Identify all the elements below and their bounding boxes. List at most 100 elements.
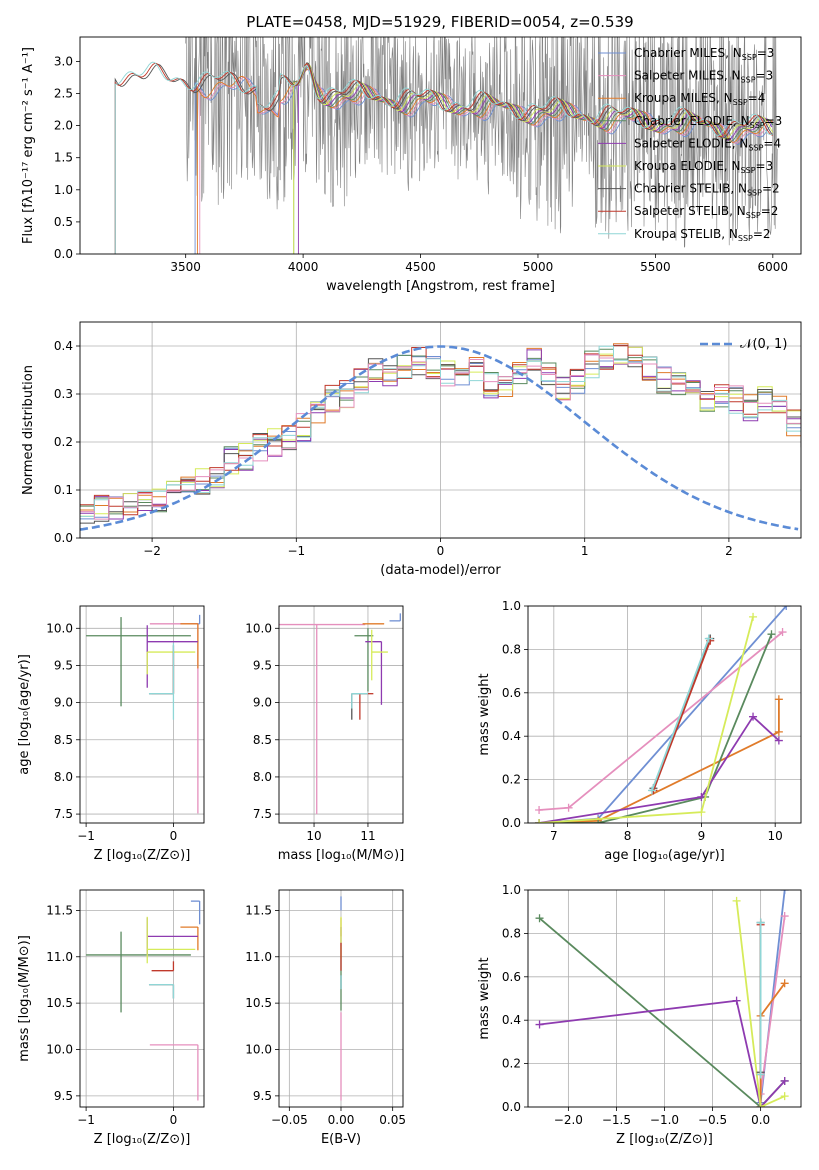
mass-vs-Z-xlabel: Z [log₁₀(Z/Z⊙)] [94, 1132, 191, 1147]
y-tick-label: 9.5 [253, 658, 272, 672]
mass-vs-EBV-frame [278, 889, 404, 1108]
weight-line-8 [652, 640, 712, 791]
x-tick-label: 0.00 [328, 1113, 355, 1127]
x-tick-label: −1 [77, 1113, 95, 1127]
model-line-6 [293, 62, 774, 254]
spectrum-axes [76, 60, 774, 258]
histogram-8 [80, 345, 801, 516]
x-tick-label: 4500 [405, 260, 436, 274]
y-tick-label: 9.5 [253, 1089, 272, 1103]
weight-marker-6 [756, 1103, 765, 1107]
age-vs-mass-frame [278, 605, 404, 824]
y-tick-label: 0.0 [502, 1100, 521, 1114]
weight-vs-Z-plot-area [535, 890, 789, 1107]
x-tick-label: 5500 [640, 260, 671, 274]
normal-curve [80, 345, 799, 531]
y-tick-label: 0.8 [502, 642, 521, 656]
weight-vs-age-ylabel: mass weight [477, 673, 492, 755]
mass-vs-Z-ylabel: mass [log₁₀(M/M⊙)] [17, 935, 32, 1062]
y-tick-label: 11.0 [245, 950, 272, 964]
age-vs-Z-frame [79, 605, 205, 824]
y-tick-label: 11.0 [46, 950, 73, 964]
y-tick-label: 0.2 [502, 1057, 521, 1071]
weight-line-5 [539, 999, 786, 1107]
y-tick-label: 11.5 [245, 903, 272, 917]
weight-marker-4 [767, 630, 776, 639]
weight-marker-3 [780, 979, 789, 988]
histogram-1 [80, 354, 801, 520]
y-tick-label: 8.0 [54, 770, 73, 784]
weight-line-6 [539, 616, 754, 823]
y-tick-label: 0.8 [502, 926, 521, 940]
weight-marker-3 [774, 727, 783, 736]
y-tick-label: 7.5 [54, 807, 73, 821]
histogram-6 [80, 346, 801, 517]
weight-vs-age-frame [527, 605, 802, 824]
spectrum-plot-area [114, 37, 778, 254]
weight-marker-6 [780, 1092, 789, 1101]
y-tick-label: 0.3 [54, 387, 73, 401]
y-tick-label: 0.1 [54, 483, 73, 497]
residuals-xlabel: (data-model)/error [380, 563, 501, 578]
weight-marker-5 [697, 792, 706, 801]
weight-marker-5 [732, 996, 741, 1005]
weight-marker-4 [535, 914, 544, 923]
mass-vs-Z-frame [79, 889, 205, 1108]
age-vs-Z-ylabel: age [log₁₀(age/yr)] [17, 654, 32, 775]
legend-label-3: Kroupa MILES, NSSP=4 [634, 91, 765, 107]
y-tick-label: 8.0 [253, 770, 272, 784]
y-tick-label: 1.5 [54, 151, 73, 165]
observed-spectrum [185, 37, 778, 248]
spectrum-ylabel: Flux [fλ10⁻¹⁷ erg cm⁻² s⁻¹ A⁻¹] [21, 47, 36, 244]
weight-marker-3 [774, 695, 783, 704]
legend-label-normal: 𝒩(0, 1) [740, 337, 787, 352]
x-tick-label: 3500 [170, 260, 201, 274]
y-tick-label: 0.2 [502, 773, 521, 787]
y-tick-label: 1.0 [502, 599, 521, 613]
y-tick-label: 0.6 [502, 686, 521, 700]
weight-marker-9 [647, 786, 656, 795]
legend-label-7: Chabrier STELIB, NSSP=2 [634, 182, 780, 198]
x-tick-label: −1 [77, 829, 95, 843]
weight-marker-2 [780, 912, 789, 921]
x-tick-label: −0.5 [698, 1113, 727, 1127]
x-tick-label: 0 [170, 1113, 178, 1127]
weight-marker-5 [535, 1020, 544, 1029]
age-vs-Z-axes [76, 606, 204, 827]
weight-line-4 [538, 917, 786, 1107]
model-line-2 [199, 69, 773, 254]
weight-vs-Z-frame [527, 889, 802, 1108]
histogram-9 [80, 345, 801, 517]
x-tick-label: 8 [624, 829, 632, 843]
legend-label-1: Chabrier MILES, NSSP=3 [634, 46, 774, 62]
legend-label-2: Salpeter MILES, NSSP=3 [634, 69, 773, 85]
weight-vs-Z-ylabel: mass weight [477, 957, 492, 1039]
x-tick-label: 0 [170, 829, 178, 843]
x-tick-label: 5000 [523, 260, 554, 274]
y-tick-label: 10.0 [245, 621, 272, 635]
x-tick-label: −1 [287, 544, 305, 558]
y-tick-label: 7.5 [253, 807, 272, 821]
mass-vs-Z-axes [76, 890, 204, 1111]
x-tick-label: 10 [306, 829, 321, 843]
y-tick-label: 2.0 [54, 119, 73, 133]
legend-label-8: Salpeter STELIB, NSSP=2 [634, 204, 778, 220]
legend-label-9: Kroupa STELIB, NSSP=2 [634, 227, 771, 243]
weight-marker-6 [749, 612, 758, 621]
weight-marker-6 [732, 896, 741, 905]
x-tick-label: 0 [437, 544, 445, 558]
y-tick-label: 0.4 [502, 1013, 521, 1027]
weight-line-6 [735, 900, 786, 1107]
y-tick-label: 0.0 [502, 816, 521, 830]
figure-title: PLATE=0458, MJD=51929, FIBERID=0054, z=0… [246, 13, 633, 31]
histogram-2 [80, 354, 801, 520]
weight-marker-9 [704, 634, 713, 643]
x-tick-label: −1.0 [650, 1113, 679, 1127]
model-line-5 [297, 64, 773, 254]
weight-marker-5 [749, 712, 758, 721]
x-tick-label: 0.05 [379, 1113, 406, 1127]
age-vs-Z-plot-area [86, 614, 201, 814]
weight-vs-Z-xlabel: Z [log₁₀(Z/Z⊙)] [616, 1132, 713, 1147]
x-tick-label: −0.05 [271, 1113, 308, 1127]
